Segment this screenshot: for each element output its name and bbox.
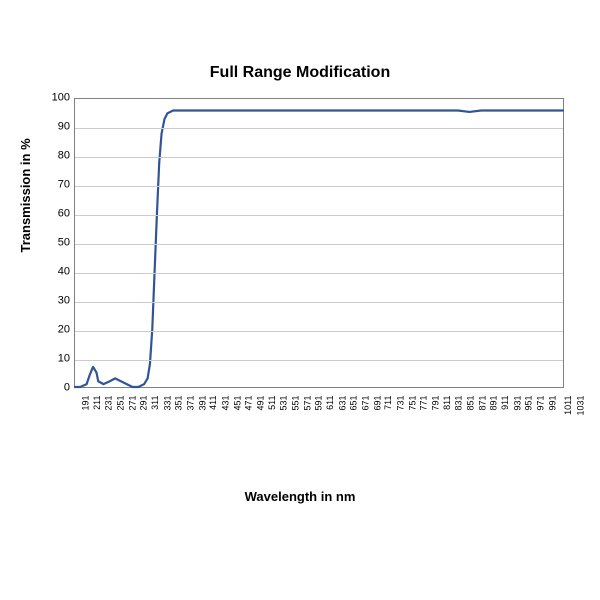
plot-area: 1912112312512712913113313513713914114314…: [74, 98, 564, 388]
y-tick-label: 50: [58, 238, 70, 249]
y-tick-label: 70: [58, 180, 70, 191]
gridline-h: [75, 360, 563, 361]
x-tick-label: 551: [292, 396, 301, 411]
y-tick-label: 40: [58, 267, 70, 278]
x-tick-label: 791: [432, 396, 441, 411]
y-tick-label: 20: [58, 325, 70, 336]
x-tick-label: 291: [140, 396, 149, 411]
y-tick-label: 0: [64, 383, 70, 394]
y-tick-label: 80: [58, 151, 70, 162]
x-tick-label: 851: [467, 396, 476, 411]
y-tick-label: 100: [52, 93, 70, 104]
x-tick-label: 831: [455, 396, 464, 411]
gridline-h: [75, 302, 563, 303]
x-tick-label: 811: [443, 396, 452, 410]
transmission-line: [75, 111, 563, 387]
x-tick-label: 511: [268, 396, 277, 410]
x-tick-label: 691: [373, 396, 382, 411]
gridline-h: [75, 331, 563, 332]
x-tick-label: 711: [384, 396, 393, 410]
x-tick-label: 751: [408, 396, 417, 411]
x-tick-label: 231: [105, 396, 114, 411]
y-tick-label: 60: [58, 209, 70, 220]
x-tick-label: 971: [537, 396, 546, 411]
y-tick-label: 10: [58, 354, 70, 365]
x-tick-label: 351: [175, 396, 184, 411]
x-tick-label: 471: [245, 396, 254, 411]
x-tick-label: 331: [163, 396, 172, 411]
x-tick-label: 191: [82, 396, 91, 411]
y-tick-label: 90: [58, 122, 70, 133]
x-axis-label: Wavelength in nm: [0, 489, 600, 504]
x-tick-label: 951: [525, 396, 534, 411]
x-tick-label: 591: [315, 396, 324, 411]
x-tick-label: 371: [187, 396, 196, 411]
x-tick-label: 211: [93, 396, 102, 410]
x-tick-label: 411: [209, 396, 218, 410]
x-tick-label: 871: [478, 396, 487, 411]
x-tick-label: 931: [513, 396, 522, 411]
x-tick-label: 431: [222, 396, 231, 411]
x-tick-label: 611: [326, 396, 335, 410]
x-tick-label: 911: [501, 396, 510, 410]
x-tick-label: 1031: [577, 396, 586, 416]
y-tick-label: 30: [58, 296, 70, 307]
x-tick-label: 891: [490, 396, 499, 411]
x-tick-label: 991: [548, 396, 557, 411]
y-axis-label: Transmission in %: [18, 138, 33, 252]
x-tick-label: 491: [257, 396, 266, 411]
chart-title: Full Range Modification: [0, 64, 600, 82]
x-tick-label: 651: [350, 396, 359, 411]
gridline-h: [75, 157, 563, 158]
x-tick-label: 731: [397, 396, 406, 411]
x-tick-label: 631: [338, 396, 347, 411]
gridline-h: [75, 244, 563, 245]
gridline-h: [75, 186, 563, 187]
x-tick-label: 771: [420, 396, 429, 411]
x-tick-label: 271: [128, 396, 137, 411]
x-tick-label: 531: [280, 396, 289, 411]
gridline-h: [75, 273, 563, 274]
gridline-h: [75, 215, 563, 216]
x-tick-label: 391: [198, 396, 207, 411]
x-tick-label: 311: [151, 396, 160, 410]
gridline-h: [75, 128, 563, 129]
x-tick-label: 671: [362, 396, 371, 411]
x-tick-label: 571: [303, 396, 312, 411]
x-tick-label: 251: [117, 396, 126, 411]
x-tick-label: 451: [233, 396, 242, 411]
x-tick-label: 1011: [564, 396, 573, 415]
line-series: [75, 99, 563, 387]
